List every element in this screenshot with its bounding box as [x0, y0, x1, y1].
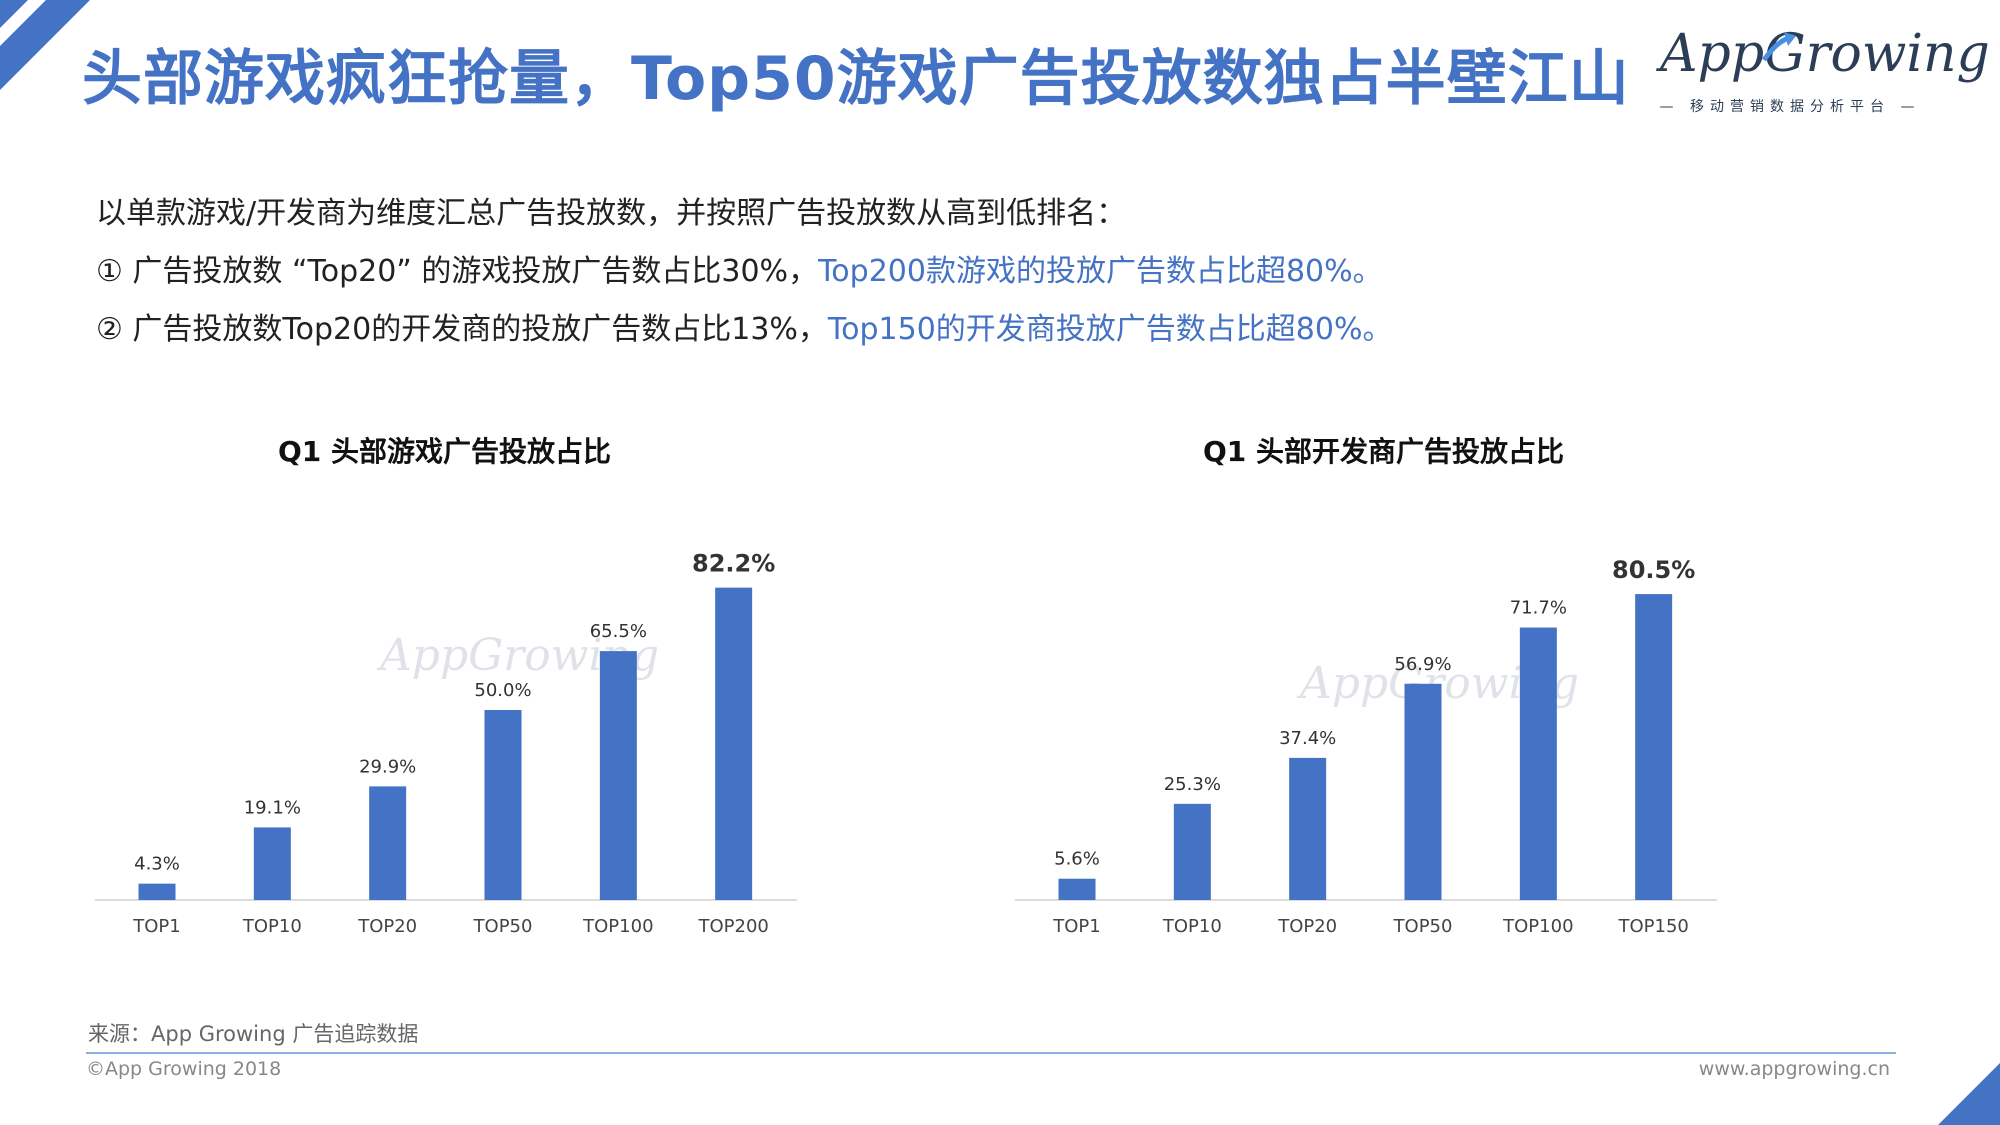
x-tick-label: TOP100: [582, 916, 653, 937]
chart-title-games: Q1 头部游戏广告投放占比: [278, 435, 612, 468]
x-tick-label: TOP50: [1393, 916, 1453, 937]
x-tick-label: TOP10: [242, 916, 302, 937]
growth-arrow-icon: [1761, 32, 1796, 62]
x-tick-label: TOP20: [357, 916, 417, 937]
data-label: 37.4%: [1279, 728, 1336, 749]
logo-wordmark: AppGrowing: [1660, 24, 1990, 84]
bar-top150: [1635, 594, 1673, 900]
bar-top20: [1289, 757, 1327, 900]
data-label: 82.2%: [692, 550, 775, 578]
x-tick-label: TOP10: [1162, 916, 1222, 937]
data-label: 71.7%: [1510, 598, 1567, 619]
corner-decoration-bottom-right: [1938, 1063, 2000, 1125]
page-title: 头部游戏疯狂抢量，Top50游戏广告投放数独占半壁江山: [82, 44, 1630, 114]
intro-line-2: ① 广告投放数 “Top20” 的游戏投放广告数占比30%，Top200款游戏的…: [96, 243, 1393, 301]
x-tick-label: TOP100: [1502, 916, 1573, 937]
x-tick-label: TOP50: [473, 916, 533, 937]
data-label: 80.5%: [1612, 556, 1695, 584]
bar-top10: [1173, 803, 1211, 900]
games-bar-chart: 4.3% TOP1 19.1% TOP10 29.9% TOP20 50.0% TOP50 65…: [95, 550, 797, 937]
x-tick-label: TOP200: [697, 916, 768, 937]
bar-top100: [1519, 627, 1557, 900]
data-label: 50.0%: [474, 680, 531, 701]
data-label: 56.9%: [1394, 654, 1451, 675]
bar-top1: [138, 883, 176, 900]
bar-top10: [253, 827, 291, 900]
data-label: 29.9%: [359, 756, 416, 777]
chart-title-developers: Q1 头部开发商广告投放占比: [1203, 435, 1565, 468]
data-label: 4.3%: [134, 854, 180, 875]
data-label: 25.3%: [1164, 774, 1221, 795]
intro-line-1: 以单款游戏/开发商为维度汇总广告投放数，并按照广告投放数从高到低排名：: [96, 196, 1127, 231]
bar-top50: [1404, 683, 1442, 900]
intro-line-3-highlight: Top150的开发商投放广告数占比超80%。: [827, 312, 1393, 347]
bar-top100: [599, 651, 637, 900]
website-link[interactable]: www.appgrowing.cn: [1698, 1058, 1890, 1080]
footer-divider: [86, 1052, 1896, 1054]
bar-top50: [484, 710, 522, 900]
app-growing-logo: AppGrowing — 移动营销数据分析平台 —: [1650, 24, 1990, 124]
data-label: 5.6%: [1054, 849, 1100, 870]
bar-top200: [715, 587, 753, 900]
intro-line-3: ② 广告投放数Top20的开发商的投放广告数占比13%，Top150的开发商投放…: [96, 301, 1393, 359]
intro-line-2-text: ① 广告投放数 “Top20” 的游戏投放广告数占比30%，: [96, 254, 819, 289]
x-tick-label: TOP150: [1617, 916, 1688, 937]
source-note: 来源：App Growing 广告追踪数据: [88, 1022, 419, 1046]
x-tick-label: TOP1: [1052, 916, 1100, 937]
x-tick-label: TOP20: [1277, 916, 1337, 937]
intro-text: 以单款游戏/开发商为维度汇总广告投放数，并按照广告投放数从高到低排名： ① 广告…: [96, 185, 1393, 359]
intro-line-3-text: ② 广告投放数Top20的开发商的投放广告数占比13%，: [96, 312, 828, 347]
data-label: 19.1%: [244, 797, 301, 818]
bar-top1: [1058, 878, 1096, 900]
data-label: 65.5%: [590, 621, 647, 642]
x-tick-label: TOP1: [132, 916, 180, 937]
copyright: ©App Growing 2018: [86, 1058, 282, 1080]
intro-line-2-highlight: Top200款游戏的投放广告数占比超80%。: [818, 254, 1383, 289]
developers-bar-chart: 5.6% TOP1 25.3% TOP10 37.4% TOP20 56.9% TOP50 71…: [1015, 556, 1717, 937]
logo-subtitle: — 移动营销数据分析平台 —: [1659, 99, 1921, 115]
bar-top20: [369, 786, 407, 900]
corner-decoration-top-left: [0, 0, 90, 90]
